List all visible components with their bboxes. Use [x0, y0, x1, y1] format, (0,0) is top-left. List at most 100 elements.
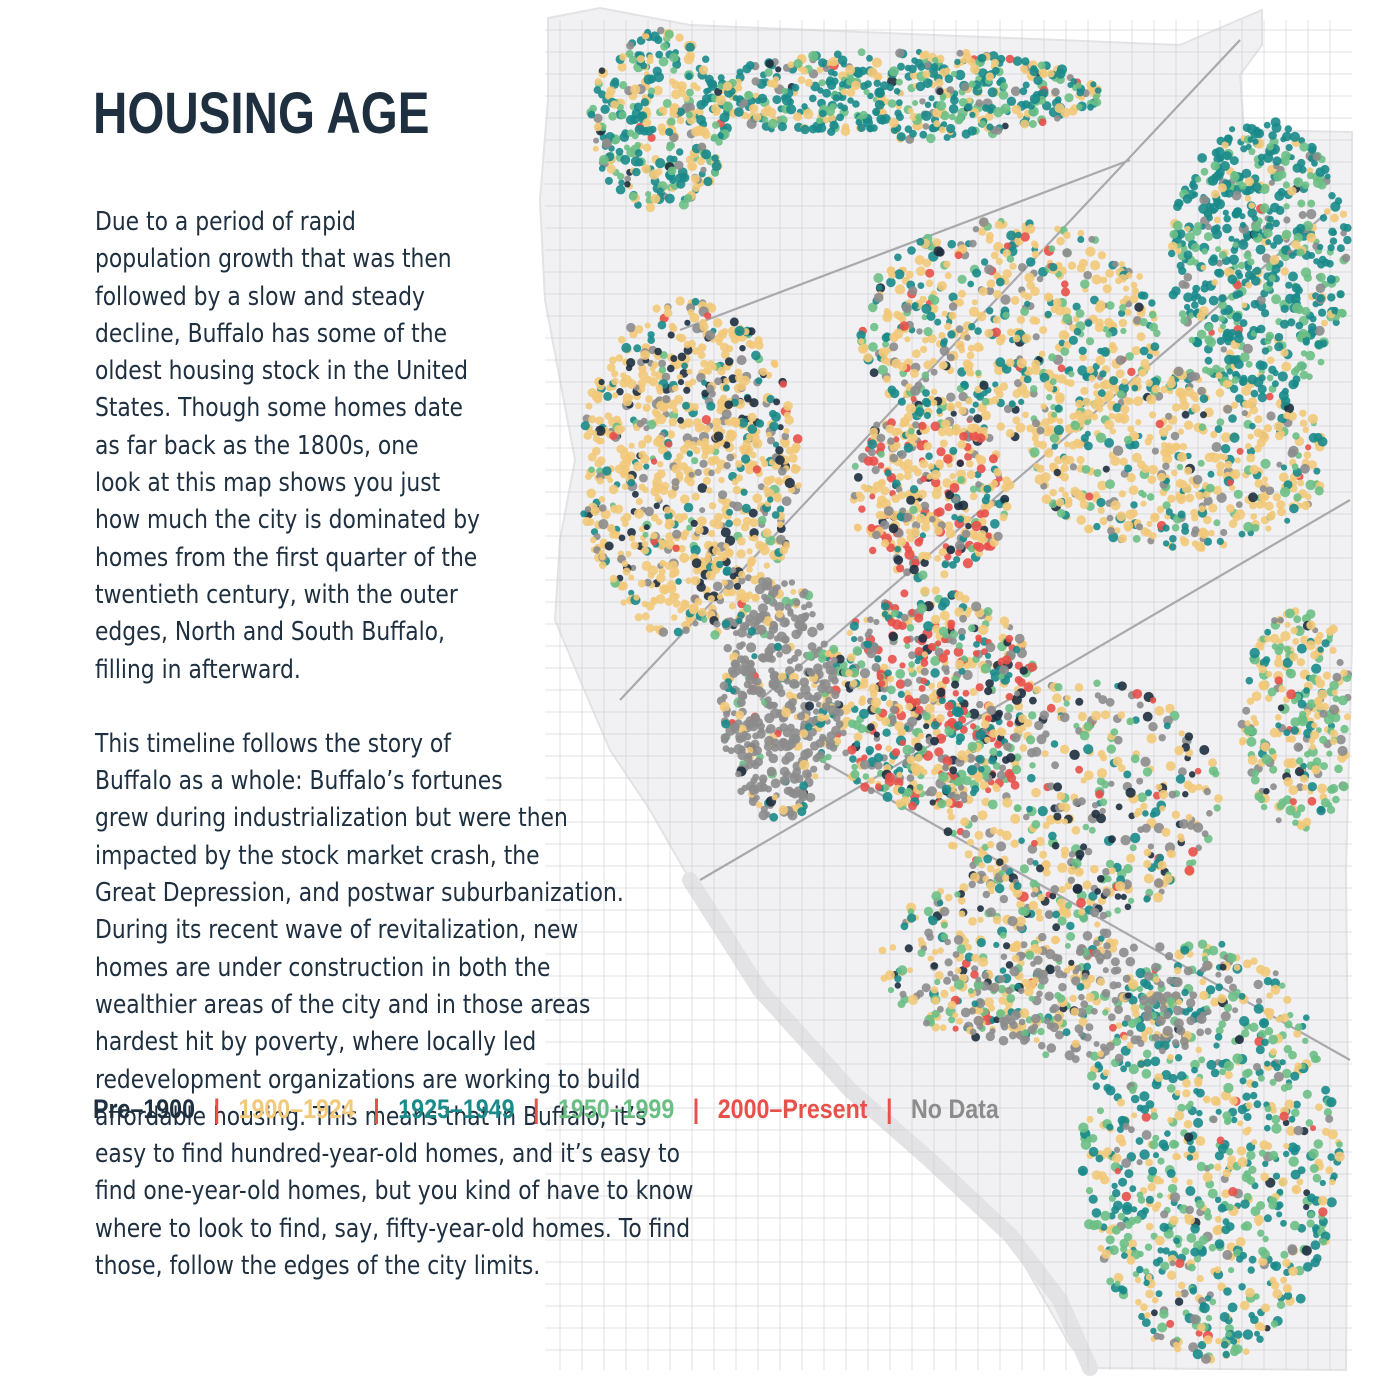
housing-dot: [1215, 246, 1222, 253]
housing-dot: [1107, 527, 1115, 535]
housing-dot: [930, 736, 939, 746]
housing-dot: [696, 156, 706, 166]
housing-dot: [704, 312, 712, 320]
housing-dot: [707, 595, 715, 603]
housing-dot: [696, 115, 706, 125]
housing-dot: [864, 640, 873, 649]
housing-dot: [816, 750, 825, 760]
housing-dot: [924, 101, 932, 109]
housing-dot: [986, 279, 996, 288]
housing-dot: [903, 678, 912, 687]
housing-dot: [1022, 411, 1029, 419]
housing-dot: [816, 117, 823, 125]
housing-dot: [887, 654, 897, 664]
housing-dot: [1082, 373, 1089, 380]
housing-dot: [618, 179, 625, 186]
housing-dot: [626, 358, 636, 368]
housing-dot: [1228, 235, 1235, 242]
housing-dot: [889, 453, 899, 463]
housing-dot: [1100, 347, 1110, 357]
housing-dot: [829, 120, 839, 130]
housing-dot: [881, 333, 891, 343]
housing-dot: [616, 444, 626, 454]
housing-dot: [987, 87, 998, 98]
housing-dot: [1024, 272, 1035, 283]
housing-dot: [1085, 319, 1093, 327]
housing-dot: [1254, 128, 1265, 139]
housing-dot: [1123, 520, 1134, 531]
housing-dot: [1199, 394, 1209, 404]
housing-dot: [1112, 445, 1124, 456]
housing-dot: [958, 289, 966, 298]
housing-dot: [1020, 119, 1030, 129]
housing-dot: [611, 370, 619, 378]
housing-dot: [752, 438, 763, 449]
housing-dot: [895, 312, 904, 321]
housing-dot: [1254, 415, 1263, 424]
housing-dot: [1054, 103, 1065, 114]
housing-dot: [967, 423, 977, 434]
housing-dot: [841, 104, 848, 112]
housing-dot: [784, 415, 794, 425]
housing-dot: [675, 578, 682, 585]
housing-dot: [1048, 353, 1057, 362]
housing-dot: [674, 160, 684, 170]
housing-dot: [1145, 379, 1153, 387]
housing-dot: [1200, 264, 1207, 271]
housing-dot: [909, 485, 919, 494]
housing-dot: [1005, 480, 1015, 490]
housing-dot: [1085, 492, 1094, 501]
housing-dot: [1215, 268, 1225, 278]
housing-dot: [619, 469, 629, 479]
housing-dot: [594, 391, 603, 400]
housing-dot: [919, 98, 926, 105]
housing-dot: [1168, 290, 1178, 300]
housing-dot: [645, 191, 652, 198]
housing-dot: [1200, 284, 1209, 293]
housing-dot: [903, 636, 911, 644]
housing-dot: [1015, 422, 1026, 433]
housing-dot: [683, 502, 694, 513]
housing-dot: [643, 463, 650, 470]
housing-dot: [732, 485, 742, 495]
housing-dot: [1149, 322, 1158, 332]
housing-dot: [1175, 494, 1183, 501]
housing-dot: [809, 94, 817, 103]
housing-dot: [590, 429, 598, 436]
housing-dot: [1053, 298, 1062, 307]
housing-dot: [740, 522, 750, 532]
housing-dot: [1266, 511, 1276, 521]
housing-dot: [951, 514, 958, 521]
housing-dot: [638, 450, 647, 460]
housing-dot: [864, 631, 872, 639]
housing-dot: [640, 98, 650, 107]
housing-dot: [895, 78, 903, 86]
housing-dot: [948, 311, 957, 320]
housing-dot: [969, 688, 978, 697]
housing-dot: [958, 406, 967, 415]
housing-dot: [665, 539, 675, 550]
housing-dot: [993, 531, 1003, 541]
housing-dot: [912, 421, 920, 429]
housing-dot: [852, 100, 860, 108]
housing-dot: [1231, 190, 1242, 201]
housing-dot: [746, 548, 753, 555]
housing-dot: [880, 694, 888, 702]
housing-dot: [616, 388, 624, 396]
housing-dot: [880, 81, 889, 91]
housing-dot: [968, 323, 976, 331]
housing-dot: [1316, 272, 1326, 283]
housing-dot: [849, 621, 859, 631]
housing-dot: [1211, 442, 1222, 452]
housing-dot: [846, 629, 853, 637]
housing-dot: [1228, 414, 1237, 423]
housing-dot: [966, 470, 976, 479]
housing-dot: [702, 476, 712, 485]
housing-dot: [657, 187, 664, 194]
housing-dot: [1080, 279, 1090, 289]
housing-dot: [1297, 479, 1305, 487]
housing-dot: [880, 539, 890, 548]
housing-dot: [1029, 385, 1038, 393]
housing-dot: [1296, 361, 1307, 372]
housing-dot: [1234, 359, 1244, 370]
